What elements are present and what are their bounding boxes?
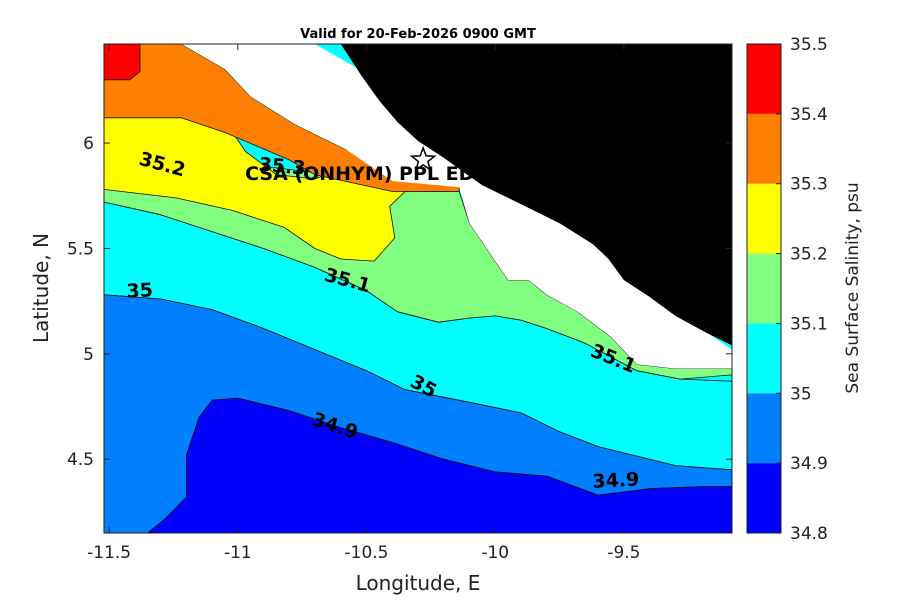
station-star-icon: [409, 145, 437, 172]
y-tick-label: 5: [83, 345, 94, 365]
y-tick-label: 5.5: [67, 239, 94, 259]
nodata-region: [140, 44, 732, 369]
colorbar-tick-label: 35.1: [790, 314, 828, 334]
contour-label: 35.3: [258, 154, 307, 180]
salinity-band-r34-9: [147, 397, 732, 533]
y-tick-label: 4.5: [67, 450, 94, 470]
chart-title: Valid for 20-Feb-2026 0900 GMT: [300, 27, 536, 42]
colorbar-segment: [747, 393, 781, 464]
plot-frame: [103, 43, 733, 534]
y-axis-label: Latitude, N: [29, 233, 53, 343]
y-tick-label: 6: [83, 134, 94, 154]
colorbar-segment: [747, 463, 781, 533]
colorbar-label: Sea Surface Salinity, psu: [843, 182, 863, 393]
land-mask: [340, 44, 732, 346]
colorbar-frame: [746, 43, 782, 534]
colorbar-segment: [747, 113, 781, 184]
colorbar-segment: [747, 253, 781, 324]
x-tick-label: -11: [224, 543, 252, 563]
colorbar-segment: [747, 323, 781, 394]
y-axis: 4.5 5 5.5 6: [67, 134, 732, 470]
colorbar-segment: [747, 183, 781, 254]
station-marker: CSA (ONHYM) PPL ED: [245, 145, 474, 185]
colorbar-tick-label: 35.3: [790, 175, 828, 195]
colorbar: 34.8 34.9 35 35.1 35.2 35.3 35.4 35.5: [746, 35, 828, 544]
salinity-band-r35-5: [104, 44, 141, 81]
plot-area: [104, 44, 732, 533]
station-label: CSA (ONHYM) PPL ED: [245, 163, 474, 185]
colorbar-tick-label: 34.9: [790, 454, 828, 474]
x-tick-label: -9.5: [607, 543, 640, 563]
colorbar-segment: [747, 44, 781, 114]
x-axis-label: Longitude, E: [356, 571, 481, 595]
colorbar-tick-label: 35: [790, 384, 812, 404]
colorbar-tick-label: 35.2: [790, 245, 828, 265]
colorbar-tick-label: 35.4: [790, 105, 828, 125]
x-tick-label: -11.5: [87, 543, 131, 563]
x-axis: -11.5 -11 -10.5 -10 -9.5: [87, 44, 640, 563]
x-tick-label: -10.5: [345, 543, 389, 563]
x-tick-label: -10: [481, 543, 509, 563]
colorbar-tick-label: 35.5: [790, 35, 828, 55]
contour-label: 34.9: [592, 468, 640, 492]
contour-label: 35: [126, 279, 154, 302]
colorbar-tick-label: 34.8: [790, 524, 828, 544]
